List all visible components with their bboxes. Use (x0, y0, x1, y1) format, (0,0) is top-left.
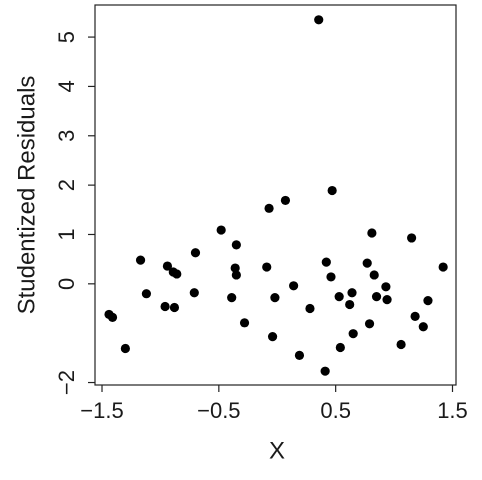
point (160, 301, 170, 312)
point (305, 303, 315, 314)
x-axis-label: X (269, 437, 285, 464)
point (190, 248, 201, 258)
point (216, 225, 226, 235)
point (189, 288, 199, 298)
point (418, 322, 428, 332)
point (141, 289, 152, 299)
point (280, 195, 291, 206)
point (120, 343, 130, 354)
point (107, 312, 118, 322)
y-tick-label: 2 (54, 179, 79, 191)
point (262, 262, 272, 272)
point (231, 270, 241, 280)
point (407, 233, 417, 243)
x-tick-label: −1.5 (80, 398, 123, 423)
point (362, 258, 372, 268)
x-tick-label: −0.5 (197, 398, 240, 423)
point (270, 293, 280, 303)
point (320, 366, 330, 376)
y-tick-label: 4 (54, 80, 79, 92)
y-tick-label: 5 (54, 31, 79, 43)
point (172, 269, 182, 279)
point (227, 293, 237, 303)
point (382, 295, 392, 305)
plot-box (94, 4, 457, 386)
point (239, 318, 250, 328)
y-tick-label: 0 (54, 278, 79, 290)
x-tick-label: 0.5 (320, 398, 351, 423)
point (264, 203, 274, 213)
point (348, 329, 358, 339)
point (369, 270, 379, 280)
y-tick-label: 3 (54, 130, 79, 142)
point (364, 319, 375, 329)
point (367, 228, 377, 238)
point (410, 311, 420, 322)
point (162, 261, 173, 271)
point (289, 281, 299, 291)
point (423, 296, 433, 306)
point (347, 288, 357, 298)
point (371, 292, 382, 302)
y-axis-label: Studentized Residuals (13, 76, 40, 315)
point (321, 257, 331, 267)
point (231, 240, 241, 250)
point (326, 272, 336, 282)
point (135, 255, 146, 265)
point (327, 185, 337, 196)
point (438, 262, 448, 272)
point (230, 263, 240, 273)
point (267, 332, 278, 342)
point (396, 339, 406, 350)
point (334, 292, 344, 302)
point (345, 299, 355, 310)
point (335, 342, 345, 353)
x-tick-label: 1.5 (437, 398, 468, 423)
point (294, 350, 305, 360)
point (314, 15, 324, 25)
y-tick-label: 1 (54, 228, 79, 240)
point (169, 302, 180, 313)
y-tick-label: −2 (54, 370, 79, 395)
point (381, 282, 391, 292)
